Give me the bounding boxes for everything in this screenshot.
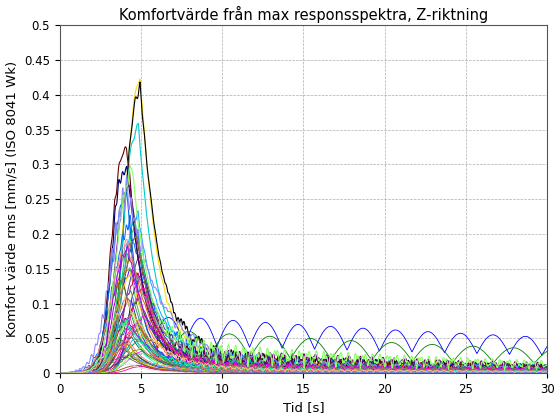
- Title: Komfortvärde från max responsspektra, Z-riktning: Komfortvärde från max responsspektra, Z-…: [119, 5, 488, 23]
- Y-axis label: Komfort värde rms [mm/s] (ISO 8041 Wk): Komfort värde rms [mm/s] (ISO 8041 Wk): [6, 61, 18, 337]
- X-axis label: Tid [s]: Tid [s]: [283, 402, 324, 415]
